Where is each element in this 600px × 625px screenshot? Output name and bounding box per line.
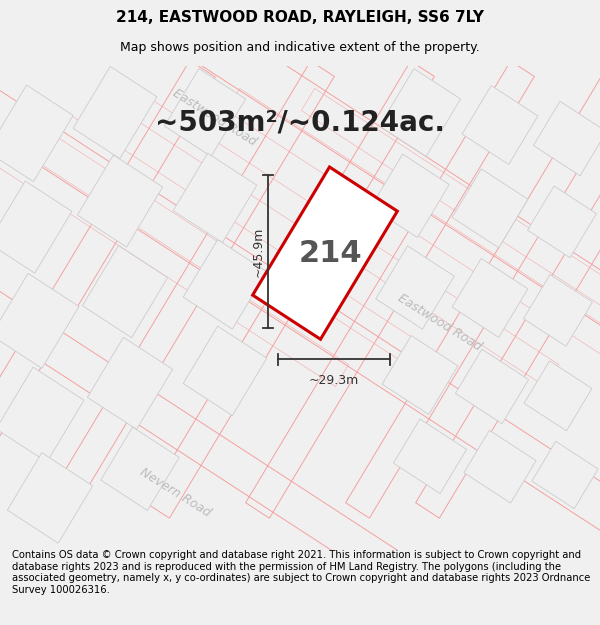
Polygon shape	[164, 69, 245, 156]
Polygon shape	[371, 154, 449, 238]
Text: ~29.3m: ~29.3m	[309, 374, 359, 387]
Polygon shape	[0, 181, 72, 273]
Polygon shape	[462, 86, 538, 164]
Text: Map shows position and indicative extent of the property.: Map shows position and indicative extent…	[120, 41, 480, 54]
Polygon shape	[183, 239, 267, 329]
Polygon shape	[77, 155, 163, 247]
Polygon shape	[0, 367, 84, 462]
Polygon shape	[532, 441, 598, 509]
Text: Eastwood Road: Eastwood Road	[171, 87, 259, 149]
Text: Eastwood Road: Eastwood Road	[396, 292, 484, 354]
Polygon shape	[533, 101, 600, 176]
Polygon shape	[452, 259, 528, 338]
Polygon shape	[88, 338, 173, 429]
Text: Nevern Road: Nevern Road	[137, 466, 213, 519]
Polygon shape	[376, 246, 454, 329]
Text: Contains OS data © Crown copyright and database right 2021. This information is : Contains OS data © Crown copyright and d…	[12, 550, 590, 595]
Polygon shape	[173, 153, 257, 242]
Polygon shape	[527, 186, 596, 258]
Polygon shape	[101, 427, 179, 511]
Polygon shape	[394, 419, 467, 494]
Polygon shape	[379, 69, 461, 156]
Text: 214, EASTWOOD ROAD, RAYLEIGH, SS6 7LY: 214, EASTWOOD ROAD, RAYLEIGH, SS6 7LY	[116, 10, 484, 25]
Polygon shape	[73, 66, 157, 159]
Polygon shape	[452, 169, 528, 248]
Text: ~503m²/~0.124ac.: ~503m²/~0.124ac.	[155, 109, 445, 137]
Polygon shape	[524, 361, 592, 431]
Text: ~45.9m: ~45.9m	[251, 226, 265, 277]
Polygon shape	[183, 326, 267, 416]
Polygon shape	[253, 167, 397, 339]
Polygon shape	[524, 274, 592, 346]
Polygon shape	[0, 273, 79, 368]
Polygon shape	[464, 430, 536, 503]
Polygon shape	[82, 246, 167, 338]
Polygon shape	[7, 452, 92, 543]
Polygon shape	[382, 336, 458, 414]
Polygon shape	[455, 349, 529, 424]
Polygon shape	[0, 85, 73, 182]
Text: 214: 214	[298, 239, 362, 268]
